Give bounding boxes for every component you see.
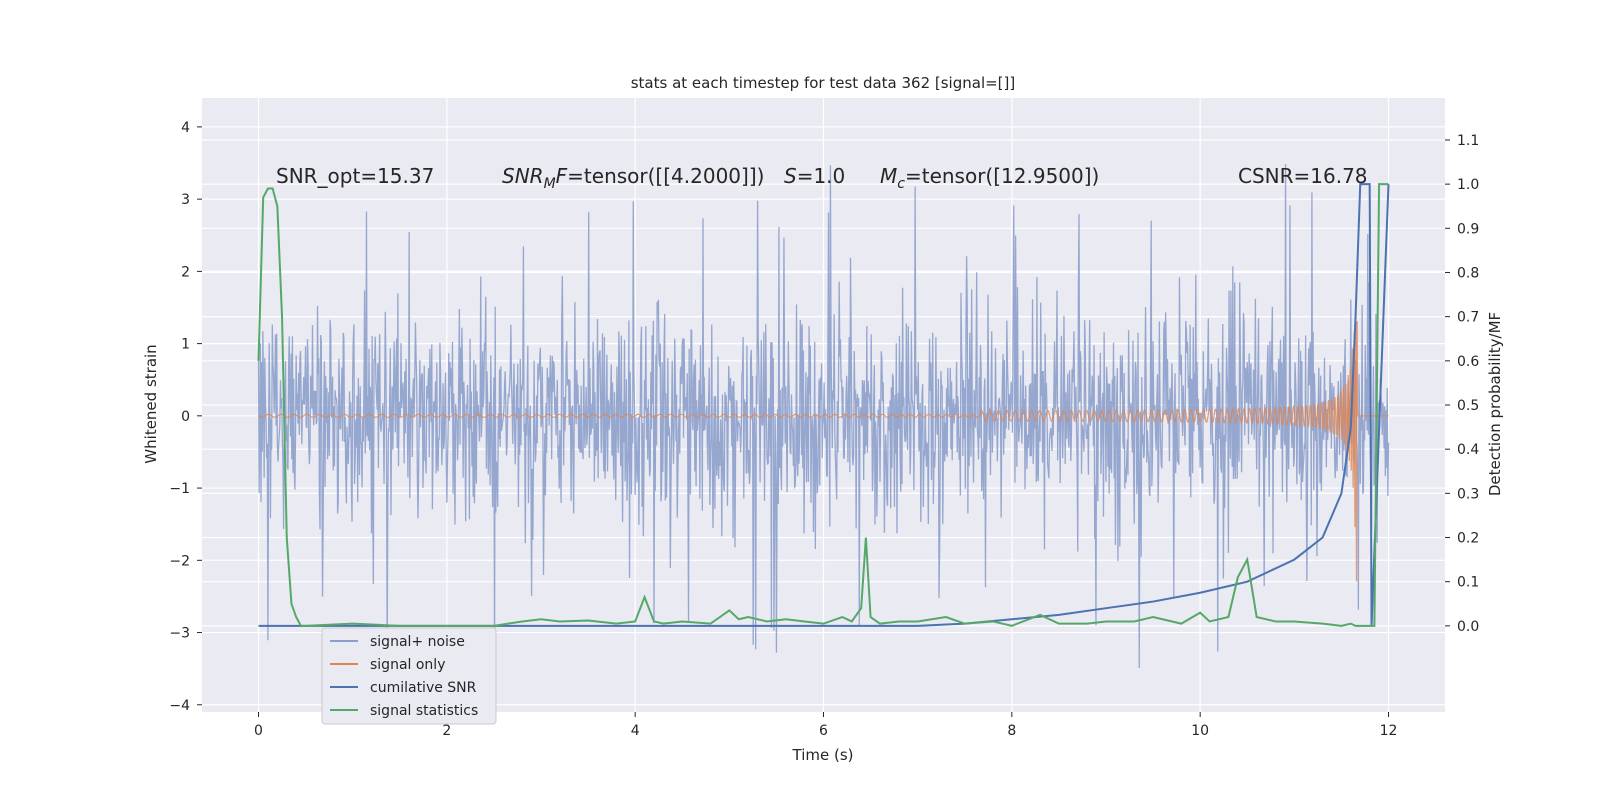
snr-mf-subscript: M — [544, 176, 556, 192]
y-tick-label: −4 — [169, 698, 190, 714]
series-signal-statistics-line — [257, 183, 1389, 627]
y2-tick-label: 0.7 — [1457, 310, 1479, 326]
legend: signal+ noise signal only cumilative SNR… — [321, 627, 497, 725]
csnr-annotation: CSNR=16.78 — [1238, 164, 1368, 188]
y-axis-label: Whitened strain — [142, 344, 160, 463]
y2-axis-label: Detection probability/MF — [1486, 312, 1504, 496]
legend-item-noise: signal+ noise — [330, 634, 465, 650]
snr-mf-f-letter: F — [556, 164, 568, 188]
x-tick-label: 8 — [1007, 723, 1016, 739]
s-symbol: S — [784, 164, 797, 188]
y2-tick-label: 0.1 — [1457, 575, 1479, 591]
y2-tick-label: 1.1 — [1457, 133, 1479, 149]
x-tick-label: 10 — [1191, 723, 1209, 739]
mc-symbol: M — [880, 164, 897, 188]
legend-item-stats: signal statistics — [330, 703, 478, 719]
y-tick-label: −1 — [169, 481, 190, 497]
snr-mf-annotation: SNRMF=tensor([[4.2000]]) — [502, 164, 764, 192]
y2-tick-label: 0.8 — [1457, 265, 1479, 281]
y-tick-label: 2 — [181, 264, 190, 280]
x-tick-label: 4 — [631, 723, 640, 739]
y2-tick-label: 1.0 — [1457, 177, 1479, 193]
legend-label-signal: signal only — [370, 657, 445, 673]
legend-item-snr: cumilative SNR — [330, 680, 477, 696]
legend-label-snr: cumilative SNR — [370, 680, 477, 696]
x-tick-label: 12 — [1380, 723, 1398, 739]
y-tick-label: −3 — [169, 626, 190, 642]
x-axis-label: Time (s) — [792, 746, 854, 764]
mc-value: =tensor([12.9500]) — [905, 164, 1099, 188]
y2-tick-label: 0.4 — [1457, 442, 1479, 458]
legend-item-signal: signal only — [330, 657, 445, 673]
s-value: =1.0 — [797, 164, 846, 188]
axes: 0 2 4 6 8 10 12−4−3−2−1012340.00.10.20.30.40.5… — [169, 120, 1479, 739]
y2-tick-label: 0.5 — [1457, 398, 1479, 414]
y2-tick-label: 0.0 — [1457, 619, 1479, 635]
snr-mf-symbol: SNR — [502, 164, 544, 188]
x-tick-label: 6 — [819, 723, 828, 739]
snr-mf-value: =tensor([[4.2000]]) — [567, 164, 764, 188]
y-tick-label: −2 — [169, 553, 190, 569]
snr-opt-annotation: SNR_opt=15.37 — [276, 164, 434, 188]
series-signal-noise-line — [257, 164, 1390, 669]
y-tick-label: 4 — [181, 120, 190, 136]
x-tick-label: 2 — [442, 723, 451, 739]
series-layer — [257, 164, 1390, 669]
y2-tick-label: 0.3 — [1457, 486, 1479, 502]
mc-annotation: Mc=tensor([12.9500]) — [880, 164, 1099, 192]
legend-label-noise: signal+ noise — [370, 634, 465, 650]
y2-tick-label: 0.6 — [1457, 354, 1479, 370]
mc-subscript: c — [897, 176, 905, 192]
legend-box — [321, 627, 497, 725]
y2-tick-label: 0.2 — [1457, 531, 1479, 547]
y-tick-label: 0 — [181, 409, 190, 425]
y-tick-label: 1 — [181, 337, 190, 353]
series-signal-only-line — [258, 321, 1389, 582]
legend-label-stats: signal statistics — [370, 703, 478, 719]
series-cumulative-snr-line — [258, 183, 1390, 627]
y2-tick-label: 0.9 — [1457, 221, 1479, 237]
s-annotation: S=1.0 — [784, 164, 845, 188]
y-tick-label: 3 — [181, 192, 190, 208]
chart-title: stats at each timestep for test data 362… — [631, 74, 1016, 92]
x-tick-label: 0 — [254, 723, 263, 739]
